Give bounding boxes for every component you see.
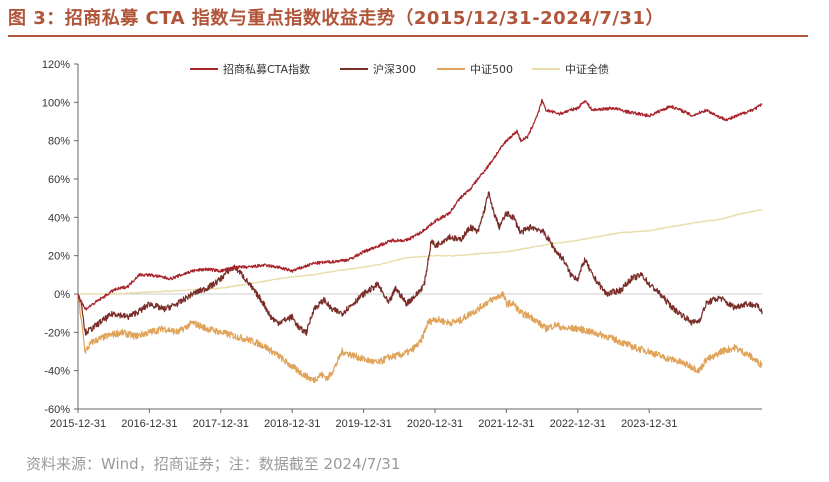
x-tick-label: 2021-12-31 xyxy=(478,418,534,430)
y-tick-label: -60% xyxy=(44,404,70,416)
x-tick-label: 2016-12-31 xyxy=(121,418,177,430)
x-tick-label: 2022-12-31 xyxy=(550,418,606,430)
title-underline xyxy=(8,35,808,37)
legend-label: 招商私募CTA指数 xyxy=(223,62,310,76)
series-line xyxy=(77,291,763,384)
y-tick-label: 0% xyxy=(54,289,70,301)
series-line xyxy=(77,191,763,336)
x-tick-label: 2018-12-31 xyxy=(264,418,320,430)
y-tick-label: 100% xyxy=(42,97,70,109)
y-tick-label: 40% xyxy=(48,212,70,224)
source-note: 资料来源：Wind，招商证券；注：数据截至 2024/7/31 xyxy=(26,455,401,473)
y-tick-label: 60% xyxy=(48,174,70,186)
series-line xyxy=(77,208,763,296)
series-line xyxy=(77,98,763,311)
legend-label: 沪深300 xyxy=(373,62,416,76)
y-tick-label: -20% xyxy=(44,327,70,339)
legend-label: 中证全债 xyxy=(565,62,609,76)
y-tick-label: 120% xyxy=(42,59,70,71)
y-tick-label: 20% xyxy=(48,251,70,263)
line-chart: -60% -40% -20% 0% 20% 40% 60% 80% 100% 120% 2015-1… xyxy=(42,59,763,430)
y-tick-label: 80% xyxy=(48,136,70,148)
chart-title: 图 3：招商私募 CTA 指数与重点指数收益走势（2015/12/31-2024… xyxy=(8,8,664,29)
x-tick-label: 2015-12-31 xyxy=(50,418,106,430)
x-tick-label: 2023-12-31 xyxy=(621,418,677,430)
y-tick-label: -40% xyxy=(44,366,70,378)
x-tick-label: 2019-12-31 xyxy=(335,418,391,430)
x-tick-label: 2017-12-31 xyxy=(193,418,249,430)
legend-label: 中证500 xyxy=(470,63,513,76)
x-tick-label: 2020-12-31 xyxy=(407,418,463,430)
